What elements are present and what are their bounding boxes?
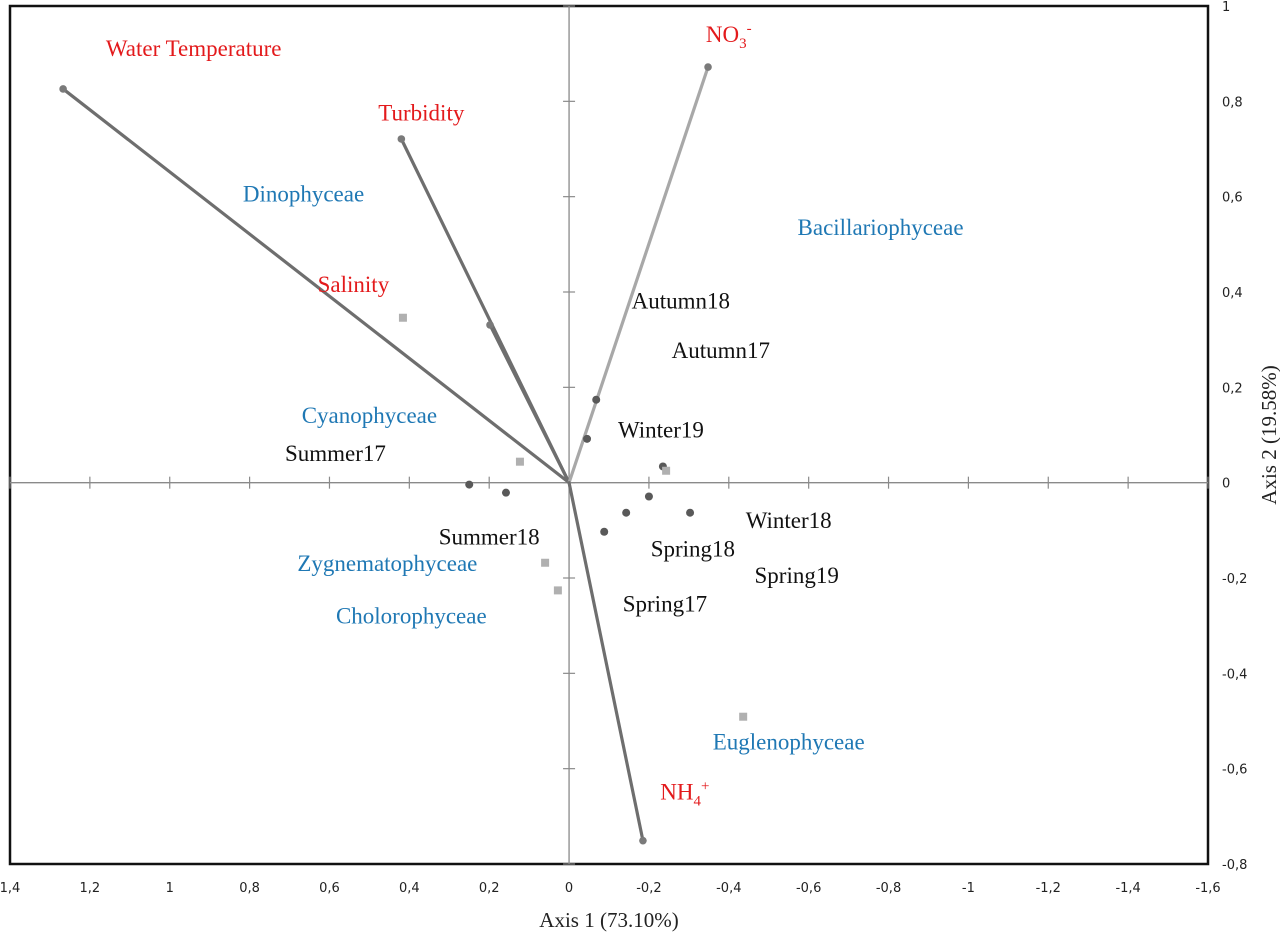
points [398, 313, 748, 721]
site-point [583, 434, 592, 443]
x-tick-label: 1 [166, 881, 174, 896]
label-autumn17: Autumn17 [672, 338, 770, 363]
y-tick-label: 0,4 [1222, 286, 1243, 301]
site-point [686, 508, 695, 517]
label-nh4: NH4+ [660, 779, 709, 810]
label-cholorophyceae: Cholorophyceae [336, 603, 487, 628]
vector-end-nh4 [639, 836, 647, 845]
label-euglenophyceae: Euglenophyceae [713, 730, 865, 755]
label-autumn18: Autumn18 [632, 289, 730, 314]
label-spring18: Spring18 [651, 537, 735, 562]
x-tick-label: -0,2 [636, 881, 661, 896]
label-turbidity: Turbidity [378, 100, 465, 125]
x-axis-title: Axis 1 (73.10%) [539, 908, 678, 932]
label-winter19: Winter19 [618, 417, 704, 442]
x-tick-label: -1,6 [1195, 881, 1220, 896]
label-summer18: Summer18 [439, 525, 540, 550]
x-tick-label: -1,2 [1036, 881, 1061, 896]
label-zygnematophyceae: Zygnematophyceae [297, 551, 477, 576]
label-summer17: Summer17 [285, 441, 386, 466]
species-point [739, 712, 748, 721]
x-tick-label: -0,4 [716, 881, 741, 896]
site-point [622, 508, 631, 517]
x-tick-label: 0 [565, 881, 573, 896]
vector-end-no3 [704, 63, 712, 71]
label-bacillariophyceae: Bacillariophyceae [798, 215, 964, 240]
vector-end-water-temperature [59, 85, 67, 93]
x-tick-label: -1 [962, 881, 975, 896]
x-tick-label: 1,2 [80, 881, 101, 896]
y-tick-label: -0,6 [1222, 763, 1247, 778]
plot-frame [8, 4, 1210, 866]
x-tick-label: 0,8 [239, 881, 260, 896]
site-point [592, 395, 601, 404]
y-tick-label: -0,8 [1222, 858, 1247, 873]
label-salinity: Salinity [318, 272, 390, 297]
y-tick-label: 0 [1222, 477, 1230, 492]
x-tick-label: -0,8 [876, 881, 901, 896]
label-no3: NO3- [706, 21, 752, 52]
site-point [600, 527, 609, 536]
x-tick-label: 1,4 [0, 881, 20, 896]
tick-labels: 1,4 1,2 1 0,8 0,6 0,4 0,2 0 -0,2 -0,4 -0,6 -0,8 -1 -1… [0, 0, 1247, 896]
label-spring19: Spring19 [755, 563, 839, 588]
y-tick-label: -0,4 [1222, 667, 1247, 682]
label-water-temperature: Water Temperature [106, 36, 282, 61]
axes [9, 5, 1209, 865]
x-tick-label: -0,6 [796, 881, 821, 896]
vector-water-temperature [61, 87, 571, 485]
species-point [398, 313, 407, 322]
point-labels: Water Temperature Turbidity Salinity NO3- NH… [106, 21, 964, 810]
y-axis-title: Axis 2 (19.58%) [1257, 365, 1280, 504]
species-point [662, 466, 671, 475]
vectors [59, 63, 712, 845]
x-tick-label: 0,4 [399, 881, 420, 896]
x-tick-label: 0,2 [479, 881, 500, 896]
species-point [515, 457, 524, 466]
label-cyanophyceae: Cyanophyceae [302, 403, 437, 428]
y-tick-label: 0,2 [1222, 381, 1243, 396]
label-winter18: Winter18 [746, 508, 832, 533]
vector-nh4 [567, 481, 645, 843]
y-tick-label: 1 [1222, 0, 1230, 15]
x-tick-label: 0,6 [319, 881, 340, 896]
y-tick-label: 0,6 [1222, 191, 1243, 206]
vector-no3 [567, 65, 710, 485]
vector-end-salinity [486, 321, 494, 329]
site-point [644, 492, 653, 501]
site-point [465, 480, 474, 489]
x-tick-label: -1,4 [1115, 881, 1140, 896]
species-point [553, 586, 562, 595]
species-point [541, 558, 550, 567]
y-tick-label: 0,8 [1222, 95, 1243, 110]
site-point [501, 488, 510, 497]
y-tick-label: -0,2 [1222, 572, 1247, 587]
label-spring17: Spring17 [623, 591, 707, 616]
vector-end-turbidity [397, 135, 406, 143]
label-dinophyceae: Dinophyceae [243, 181, 364, 206]
vector-salinity [488, 323, 571, 485]
